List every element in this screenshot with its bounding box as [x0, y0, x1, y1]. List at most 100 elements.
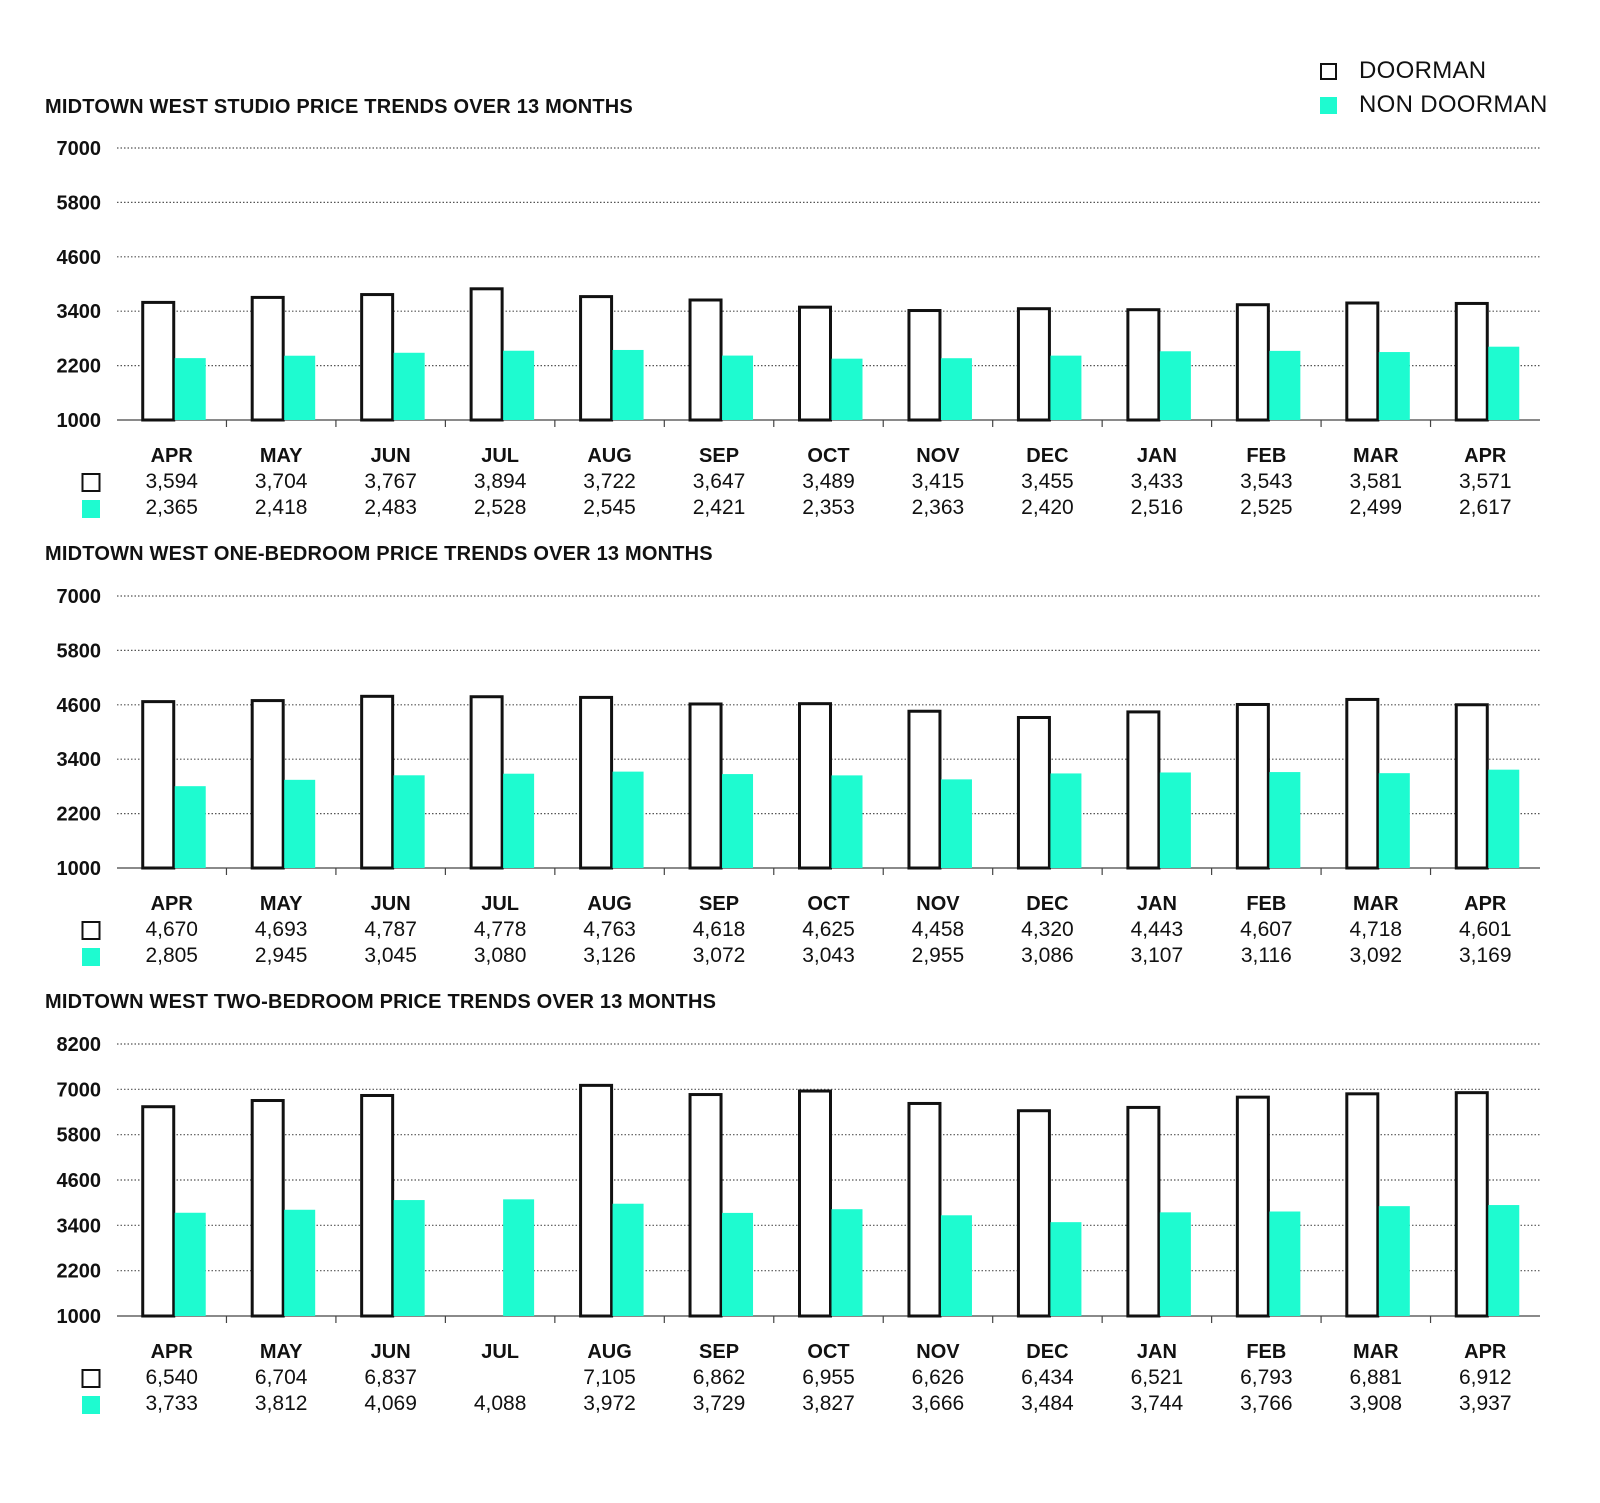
month-label: SEP: [699, 445, 739, 467]
legend-label-doorman: DOORMAN: [1359, 57, 1487, 84]
bar-doorman: [250, 295, 285, 422]
bar-doorman: [907, 1101, 942, 1318]
month-label: JAN: [1137, 893, 1177, 915]
bar-non-doorman: [1378, 773, 1410, 868]
value-label-non-doorman: 2,805: [145, 944, 198, 967]
bar-non-doorman: [1269, 1211, 1301, 1316]
bar-doorman: [1235, 702, 1270, 870]
value-label-non-doorman: 3,086: [1021, 944, 1074, 967]
value-label-doorman: 6,434: [1021, 1366, 1074, 1389]
y-tick-label: 7000: [57, 138, 102, 160]
month-label: JUN: [371, 445, 411, 467]
bar-non-doorman: [1050, 355, 1082, 420]
month-label: JUL: [481, 445, 519, 467]
month-label: DEC: [1026, 1341, 1068, 1363]
two-bedroom-chart: 8200 7000 5800 4600 3400 2200 1000 APR 6,540 3,73…: [57, 1034, 1540, 1415]
bar-doorman: [907, 309, 942, 422]
month-label: JAN: [1137, 445, 1177, 467]
bar-non-doorman: [1159, 351, 1191, 420]
value-label-doorman: 4,763: [583, 918, 636, 941]
month-label: MAY: [260, 445, 303, 467]
month-label: MAR: [1353, 445, 1399, 467]
value-label-non-doorman: 3,126: [583, 944, 636, 967]
value-label-doorman: 6,540: [145, 1366, 198, 1389]
month-label: MAY: [260, 1341, 303, 1363]
studio-chart-title: MIDTOWN WEST STUDIO PRICE TRENDS OVER 13…: [45, 96, 633, 118]
bar-non-doorman: [174, 1212, 206, 1316]
y-tick-label: 5800: [57, 640, 102, 662]
studio-chart: 7000 5800 4600 3400 2200 1000 APR 3,594 2,365 MAY…: [57, 138, 1540, 519]
value-label-doorman: 4,787: [364, 918, 417, 941]
value-label-doorman: 3,543: [1240, 470, 1293, 493]
row-key-non-doorman: [82, 1396, 100, 1414]
bar-non-doorman: [1269, 772, 1301, 868]
month-label: FEB: [1246, 1341, 1286, 1363]
value-label-doorman: 6,793: [1240, 1366, 1293, 1389]
value-label-non-doorman: 3,972: [583, 1392, 636, 1415]
value-label-non-doorman: 3,937: [1459, 1392, 1512, 1415]
value-label-doorman: 4,718: [1350, 918, 1403, 941]
value-label-non-doorman: 2,420: [1021, 496, 1074, 519]
month-label: APR: [1464, 445, 1507, 467]
value-label-doorman: 3,704: [255, 470, 308, 493]
bar-non-doorman: [503, 350, 535, 420]
row-key-non-doorman: [82, 500, 100, 518]
value-label-non-doorman: 4,069: [364, 1392, 417, 1415]
bar-doorman: [907, 709, 942, 870]
value-label-doorman: 3,722: [583, 470, 636, 493]
value-label-non-doorman: 2,516: [1131, 496, 1184, 519]
y-tick-label: 4600: [57, 1170, 102, 1192]
bar-non-doorman: [284, 779, 316, 868]
value-label-doorman: 4,693: [255, 918, 308, 941]
two-bedroom-chart-title: MIDTOWN WEST TWO-BEDROOM PRICE TRENDS OV…: [45, 991, 717, 1013]
value-label-doorman: 6,521: [1131, 1366, 1184, 1389]
bar-non-doorman: [1159, 1212, 1191, 1316]
bar-non-doorman: [831, 1209, 863, 1316]
bar-non-doorman: [1488, 346, 1520, 420]
value-label-non-doorman: 4,088: [474, 1392, 527, 1415]
month-label: NOV: [916, 1341, 960, 1363]
doorman-swatch: [1320, 62, 1337, 80]
bar-doorman: [1235, 1095, 1270, 1318]
value-label-non-doorman: 2,363: [912, 496, 965, 519]
bar-non-doorman: [1488, 769, 1520, 868]
y-tick-label: 3400: [57, 301, 102, 323]
value-label-doorman: 4,443: [1131, 918, 1184, 941]
value-label-doorman: 3,767: [364, 470, 417, 493]
bar-doorman: [688, 298, 723, 422]
bar-doorman: [688, 702, 723, 870]
y-tick-label: 1000: [57, 858, 102, 880]
month-label: JUN: [371, 1341, 411, 1363]
y-tick-label: 7000: [57, 586, 102, 608]
value-label-doorman: 3,581: [1350, 470, 1403, 493]
bar-non-doorman: [940, 358, 972, 420]
y-tick-label: 2200: [57, 804, 102, 826]
y-tick-label: 4600: [57, 695, 102, 717]
y-tick-label: 3400: [57, 1215, 102, 1237]
bar-non-doorman: [174, 358, 206, 420]
y-tick-label: 2200: [57, 356, 102, 378]
bar-doorman: [141, 1105, 176, 1318]
value-label-non-doorman: 3,733: [145, 1392, 198, 1415]
value-label-non-doorman: 2,617: [1459, 496, 1512, 519]
value-label-doorman: 6,955: [802, 1366, 855, 1389]
bar-doorman: [360, 293, 395, 422]
bar-non-doorman: [1378, 1206, 1410, 1316]
month-label: APR: [151, 1341, 194, 1363]
value-label-non-doorman: 2,353: [802, 496, 855, 519]
value-label-non-doorman: 2,421: [693, 496, 746, 519]
value-label-doorman: 4,625: [802, 918, 855, 941]
bar-doorman: [360, 1093, 395, 1318]
month-label: MAY: [260, 893, 303, 915]
y-tick-label: 3400: [57, 749, 102, 771]
month-label: APR: [1464, 893, 1507, 915]
non-doorman-swatch: [1320, 96, 1337, 114]
value-label-doorman: 6,626: [912, 1366, 965, 1389]
bar-non-doorman: [174, 786, 206, 868]
month-label: OCT: [807, 445, 849, 467]
month-label: AUG: [587, 893, 631, 915]
y-tick-label: 1000: [57, 1306, 102, 1328]
value-label-non-doorman: 3,744: [1131, 1392, 1184, 1415]
bar-non-doorman: [722, 355, 754, 420]
month-label: DEC: [1026, 893, 1068, 915]
